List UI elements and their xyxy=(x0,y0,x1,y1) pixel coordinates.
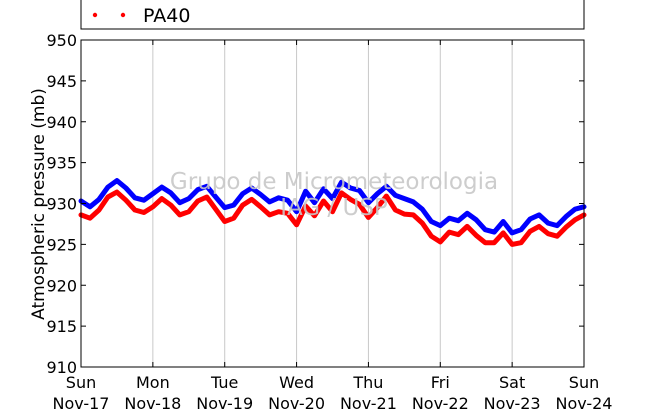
y-tick-label: 925 xyxy=(46,235,77,254)
y-tick-label: 920 xyxy=(46,276,77,295)
y-tick-label: 910 xyxy=(46,358,77,377)
legend-box xyxy=(80,0,585,30)
watermark-line-2: IAG / USP xyxy=(280,195,388,221)
y-tick-label: 915 xyxy=(46,317,77,336)
x-tick-label-date: Nov-18 xyxy=(124,394,181,409)
x-tick-label-day: Sat xyxy=(499,373,525,392)
x-tick-label-day: Wed xyxy=(279,373,314,392)
series-line-2 xyxy=(78,189,587,247)
x-tick-label-day: Sun xyxy=(66,373,96,392)
series-line-1 xyxy=(78,178,587,236)
watermark-line-1: Grupo de Micrometeorologia xyxy=(170,169,498,195)
y-tick-label: 930 xyxy=(46,195,77,214)
x-tick-label-day: Sun xyxy=(569,373,599,392)
series-lines xyxy=(78,178,587,247)
x-tick-label-day: Thu xyxy=(352,373,383,392)
x-tick-label-day: Mon xyxy=(136,373,170,392)
y-axis-label: Atmospheric pressure (mb) xyxy=(29,88,49,320)
x-tick-label-date: Nov-17 xyxy=(53,394,110,409)
x-tick-label-date: Nov-23 xyxy=(484,394,541,409)
x-tick-label-day: Tue xyxy=(210,373,238,392)
y-tick-label: 950 xyxy=(46,31,77,50)
legend-marker xyxy=(120,12,126,18)
legend-label: PA40 xyxy=(143,5,190,27)
x-tick-label-day: Fri xyxy=(431,373,450,392)
y-tick-label: 935 xyxy=(46,154,77,173)
y-tick-label: 945 xyxy=(46,72,77,91)
x-tick-label-date: Nov-21 xyxy=(340,394,397,409)
y-axis: 910 915 920 925 930 935 940 945 950 xyxy=(46,31,584,377)
x-tick-label-date: Nov-19 xyxy=(196,394,253,409)
x-tick-label-date: Nov-22 xyxy=(412,394,469,409)
x-tick-label-date: Nov-24 xyxy=(556,394,613,409)
y-tick-label: 940 xyxy=(46,113,77,132)
x-tick-label-date: Nov-20 xyxy=(268,394,325,409)
x-axis: Sun Nov-17 Mon Nov-18 Tue Nov-19 Wed Nov-20 Thu N… xyxy=(53,40,613,413)
legend: PA40 xyxy=(92,5,190,27)
legend-marker xyxy=(92,12,98,18)
